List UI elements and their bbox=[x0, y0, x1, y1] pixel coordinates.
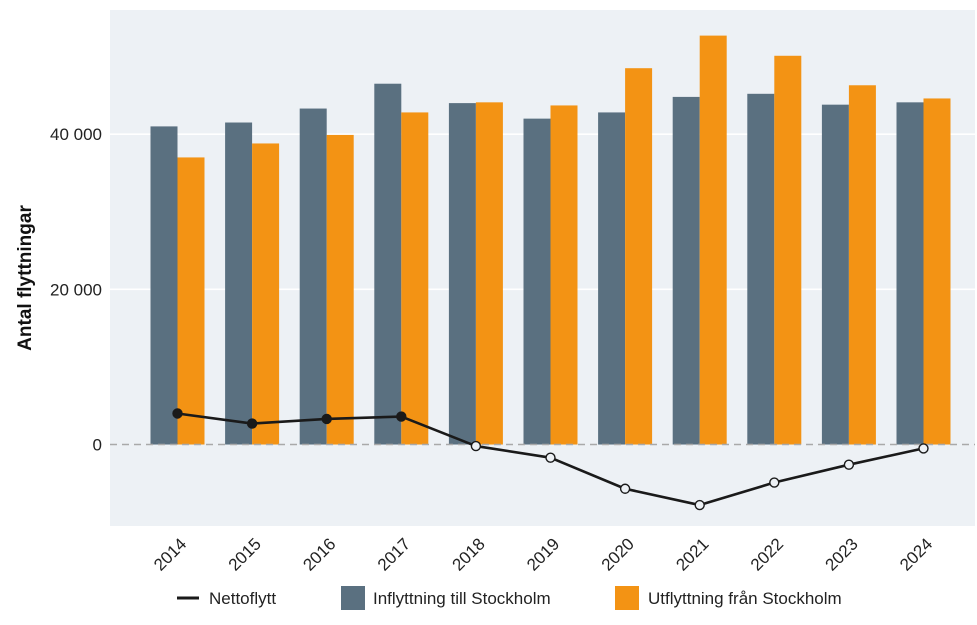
x-tick-label: 2024 bbox=[896, 534, 936, 574]
bars bbox=[150, 35, 951, 445]
bar-utflyttning bbox=[774, 55, 802, 445]
x-tick-label: 2015 bbox=[225, 534, 265, 574]
legend-swatch bbox=[615, 586, 639, 610]
legend-item: Inflyttning till Stockholm bbox=[341, 586, 551, 610]
y-axis-title: Antal flyttningar bbox=[15, 205, 36, 351]
legend-label: Utflyttning från Stockholm bbox=[648, 589, 842, 608]
bar-inflyttning bbox=[225, 122, 253, 445]
net-point-positive bbox=[321, 413, 332, 425]
net-point-negative bbox=[694, 499, 705, 511]
net-line bbox=[172, 408, 929, 511]
bar-inflyttning bbox=[747, 93, 775, 445]
x-tick-label: 2022 bbox=[747, 534, 787, 574]
x-tick-label: 2017 bbox=[374, 534, 414, 574]
net-point-negative bbox=[545, 452, 556, 463]
bar-utflyttning bbox=[550, 105, 578, 445]
y-axis: 0 20 000 40 000 bbox=[50, 125, 102, 454]
x-tick-label: 2023 bbox=[822, 534, 862, 574]
bar-inflyttning bbox=[150, 126, 178, 445]
bar-inflyttning bbox=[821, 104, 849, 445]
net-point-negative bbox=[619, 483, 631, 494]
bar-inflyttning bbox=[896, 102, 924, 445]
bar-utflyttning bbox=[625, 68, 653, 445]
bar-inflyttning bbox=[598, 112, 626, 445]
x-tick-label: 2021 bbox=[672, 534, 712, 574]
net-point-negative bbox=[769, 477, 780, 488]
bar-inflyttning bbox=[672, 96, 700, 445]
x-axis: 2014 2015 2016 2017 2018 2019 2020 2021 2022 2023… bbox=[150, 534, 936, 574]
x-tick-label: 2014 bbox=[150, 534, 190, 574]
net-point-negative bbox=[918, 443, 929, 454]
legend-swatch bbox=[341, 586, 365, 610]
x-tick-label: 2019 bbox=[523, 534, 563, 574]
y-tick-label: 40 000 bbox=[50, 125, 102, 144]
bar-inflyttning bbox=[523, 118, 551, 445]
bar-inflyttning bbox=[448, 103, 476, 445]
bar-utflyttning bbox=[923, 98, 951, 445]
legend-label: Nettoflytt bbox=[209, 589, 276, 608]
bar-utflyttning bbox=[475, 102, 503, 445]
legend-label: Inflyttning till Stockholm bbox=[373, 589, 551, 608]
x-tick-label: 2018 bbox=[449, 534, 489, 574]
x-tick-label: 2020 bbox=[598, 534, 638, 574]
legend-item: Nettoflytt bbox=[177, 589, 276, 608]
bar-utflyttning bbox=[252, 143, 280, 445]
net-point-negative bbox=[470, 440, 482, 452]
legend-item: Utflyttning från Stockholm bbox=[615, 586, 842, 610]
bar-utflyttning bbox=[177, 157, 205, 445]
y-tick-label: 20 000 bbox=[50, 280, 102, 299]
net-point-negative bbox=[843, 459, 855, 470]
bar-utflyttning bbox=[326, 134, 354, 445]
bar-utflyttning bbox=[699, 35, 727, 445]
net-point-positive bbox=[396, 411, 407, 422]
net-point-positive bbox=[172, 408, 183, 419]
x-tick-label: 2016 bbox=[299, 534, 339, 574]
bar-utflyttning bbox=[401, 112, 429, 445]
bar-inflyttning bbox=[374, 83, 402, 445]
bar-inflyttning bbox=[299, 108, 327, 445]
legend: Nettoflytt Inflyttning till Stockholm Utfl… bbox=[177, 586, 842, 610]
y-tick-label: 0 bbox=[93, 436, 102, 455]
net-point-positive bbox=[246, 418, 258, 429]
bar-utflyttning bbox=[848, 85, 876, 445]
